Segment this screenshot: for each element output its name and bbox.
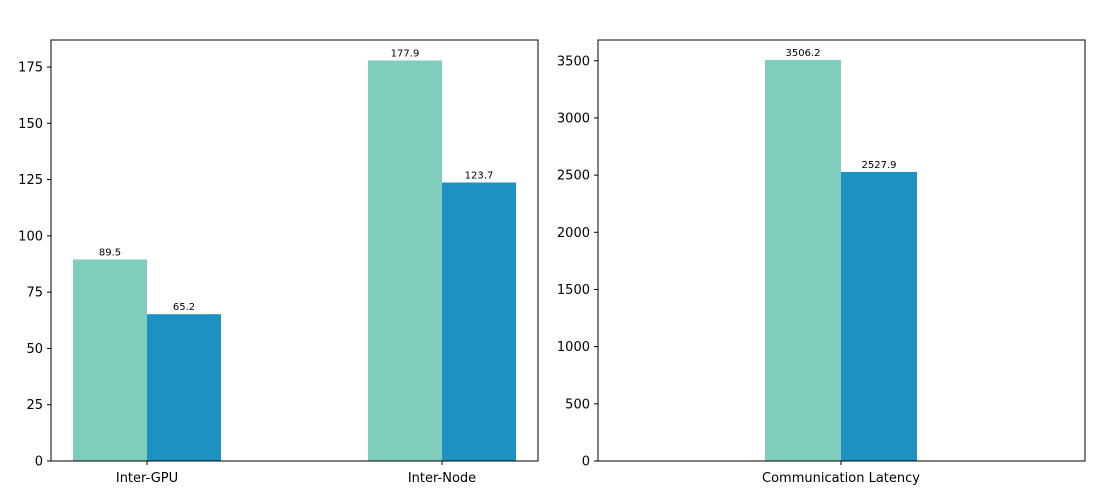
data-label: 177.9 — [391, 48, 420, 59]
y-tick-label: 50 — [26, 342, 43, 357]
x-tick-label: Inter-Node — [408, 471, 476, 486]
left-chart-panel: 89.5 177.9 65.2 123.7 0 25 50 75 100 125 150 175 Int… — [18, 39, 539, 486]
y-tick-label: 0 — [35, 455, 43, 470]
y-tick-label: 2000 — [557, 226, 590, 241]
data-label: 3506.2 — [786, 48, 821, 59]
bar-series2-communication-latency — [841, 171, 917, 461]
y-tick-label: 175 — [18, 61, 43, 76]
bar-series1-communication-latency — [765, 60, 841, 461]
y-tick-label: 125 — [18, 173, 43, 188]
y-tick-label: 150 — [18, 117, 43, 132]
bar-series1-inter-node — [368, 60, 442, 461]
bar-series2-inter-node — [442, 182, 516, 461]
y-tick-label: 1500 — [557, 283, 590, 298]
bar-series2-inter-gpu — [147, 314, 221, 461]
data-label: 65.2 — [173, 302, 195, 313]
y-tick-label: 100 — [18, 229, 43, 244]
right-chart-panel: 3506.2 2527.9 0 500 1000 1500 2000 2500 3000 3500… — [557, 39, 1086, 486]
y-tick-label: 0 — [582, 455, 590, 470]
axes-frame — [50, 39, 539, 462]
y-tick-label: 500 — [565, 397, 590, 412]
data-label: 2527.9 — [862, 160, 897, 171]
x-tick-label: Inter-GPU — [116, 471, 178, 486]
bar-series1-inter-gpu — [73, 259, 147, 461]
y-tick-label: 3500 — [557, 54, 590, 69]
y-tick-label: 2500 — [557, 169, 590, 184]
data-label: 89.5 — [99, 248, 121, 259]
y-tick-label: 25 — [26, 398, 43, 413]
y-tick-label: 3000 — [557, 111, 590, 126]
y-tick-label: 1000 — [557, 340, 590, 355]
x-tick-label: Communication Latency — [762, 471, 920, 486]
data-label: 123.7 — [465, 171, 494, 182]
y-tick-label: 75 — [26, 286, 43, 301]
